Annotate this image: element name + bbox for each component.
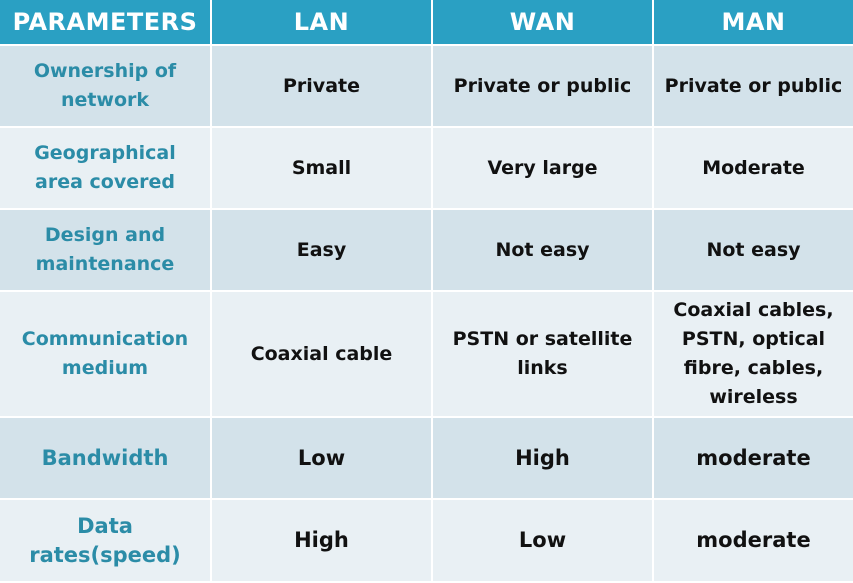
row-design-wan: Not easy xyxy=(433,210,654,292)
row-ownership-man: Private or public xyxy=(654,46,853,128)
row-area-wan: Very large xyxy=(433,128,654,210)
row-ownership-lan: Private xyxy=(212,46,433,128)
row-bandwidth-wan: High xyxy=(433,418,654,500)
header-parameters: PARAMETERS xyxy=(0,0,212,46)
row-bandwidth-man: moderate xyxy=(654,418,853,500)
header-wan: WAN xyxy=(433,0,654,46)
row-design-parameter: Design and maintenance xyxy=(0,210,212,292)
row-area-parameter: Geographical area covered xyxy=(0,128,212,210)
row-medium-lan: Coaxial cable xyxy=(212,292,433,418)
row-design-man: Not easy xyxy=(654,210,853,292)
row-datarate-wan: Low xyxy=(433,500,654,583)
row-design-lan: Easy xyxy=(212,210,433,292)
row-datarate-parameter: Data rates(speed) xyxy=(0,500,212,583)
header-lan: LAN xyxy=(212,0,433,46)
row-bandwidth-lan: Low xyxy=(212,418,433,500)
row-medium-parameter: Communication medium xyxy=(0,292,212,418)
row-medium-man: Coaxial cables, PSTN, optical fibre, cab… xyxy=(654,292,853,418)
row-area-lan: Small xyxy=(212,128,433,210)
row-datarate-man: moderate xyxy=(654,500,853,583)
row-bandwidth-parameter: Bandwidth xyxy=(0,418,212,500)
row-ownership-wan: Private or public xyxy=(433,46,654,128)
row-datarate-lan: High xyxy=(212,500,433,583)
header-man: MAN xyxy=(654,0,853,46)
row-medium-wan: PSTN or satellite links xyxy=(433,292,654,418)
row-ownership-parameter: Ownership of network xyxy=(0,46,212,128)
row-area-man: Moderate xyxy=(654,128,853,210)
